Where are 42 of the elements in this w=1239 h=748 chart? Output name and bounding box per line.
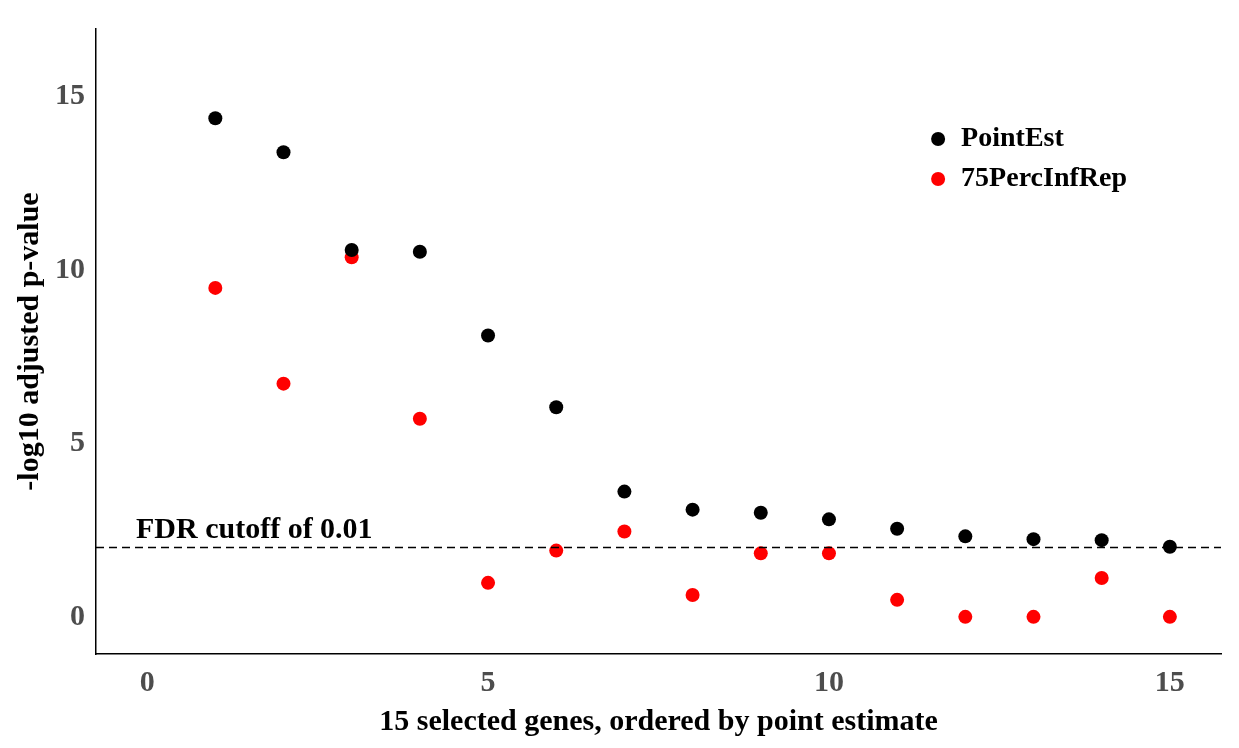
point: [276, 145, 291, 160]
legend-label: PointEst: [961, 121, 1065, 153]
point: [481, 328, 496, 343]
point: [958, 529, 973, 544]
point: [821, 512, 836, 527]
point: [1162, 609, 1177, 624]
legend-label: 75PercInfRep: [961, 161, 1128, 193]
y-tick-label: 15: [55, 77, 85, 111]
point: [412, 411, 427, 426]
point: [1094, 533, 1109, 548]
point: [412, 244, 427, 259]
point: [208, 280, 223, 295]
point: [208, 111, 223, 126]
y-tick-label: 10: [55, 250, 85, 284]
point: [890, 521, 905, 536]
point: [1026, 609, 1041, 624]
point: [549, 400, 564, 415]
y-axis-title: -log10 adjusted p-value: [10, 192, 44, 491]
point: [685, 588, 700, 603]
x-axis-title: 15 selected genes, ordered by point estimate: [379, 702, 938, 736]
point: [276, 376, 291, 391]
point: [958, 609, 973, 624]
point: [753, 546, 768, 561]
ref-line-label: FDR cutoff of 0.01: [136, 511, 373, 545]
y-tick-label: 5: [70, 424, 85, 458]
point: [1026, 532, 1041, 547]
point: [617, 524, 632, 539]
y-tick-label: 0: [70, 597, 85, 631]
x-tick-label: 5: [480, 663, 496, 697]
point: [753, 505, 768, 520]
x-tick-label: 10: [813, 663, 844, 697]
point: [1094, 571, 1109, 585]
x-tick-label: 0: [139, 663, 155, 697]
point: [549, 543, 564, 558]
point: [890, 592, 905, 607]
point: [344, 243, 359, 258]
x-tick-label: 15: [1154, 663, 1185, 697]
point: [481, 575, 496, 590]
point: [617, 484, 632, 499]
point: [821, 546, 836, 561]
point: [1162, 539, 1177, 554]
point: [685, 502, 700, 517]
